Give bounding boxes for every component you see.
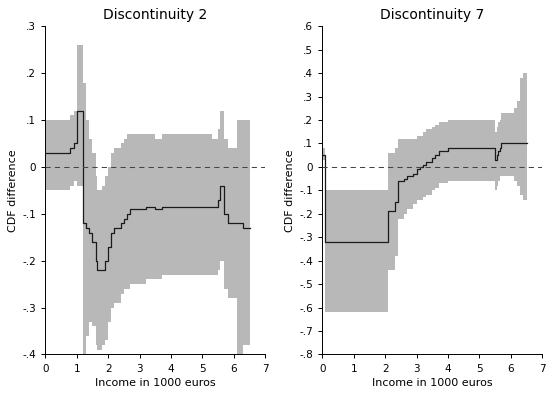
Y-axis label: CDF difference: CDF difference [8,149,18,232]
Y-axis label: CDF difference: CDF difference [285,149,295,232]
Title: Discontinuity 7: Discontinuity 7 [380,8,484,22]
Title: Discontinuity 2: Discontinuity 2 [103,8,207,22]
X-axis label: Income in 1000 euros: Income in 1000 euros [95,378,216,388]
X-axis label: Income in 1000 euros: Income in 1000 euros [372,378,493,388]
